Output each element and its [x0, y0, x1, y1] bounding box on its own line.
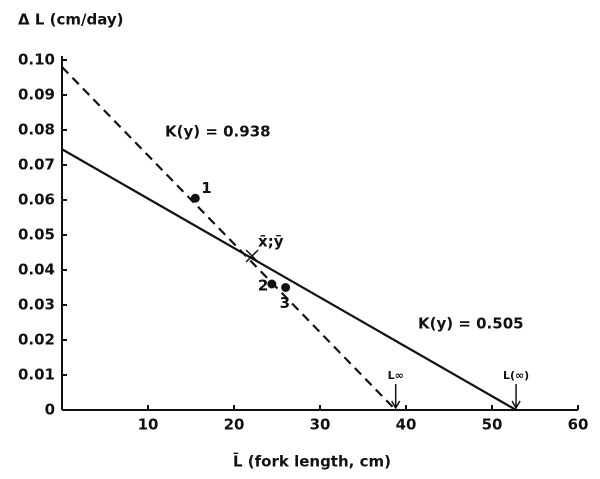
mean-label: x̄;ȳ: [258, 233, 284, 251]
point-label: 3: [280, 294, 290, 312]
intercept-label: L∞: [388, 369, 404, 382]
intercept-arrow: [391, 384, 401, 410]
y-tick-label: 0.05: [18, 226, 55, 244]
y-tick-label: 0: [45, 401, 55, 419]
x-tick-label: 50: [482, 416, 503, 434]
x-tick-label: 20: [224, 416, 245, 434]
line-label: K(y) = 0.938: [165, 123, 271, 141]
intercept-arrow: [511, 384, 521, 410]
point: [281, 283, 291, 292]
x-axis-title: L̄ (fork length, cm): [233, 451, 391, 471]
line: [61, 66, 397, 411]
line: [61, 148, 517, 411]
x-tick-label: 40: [396, 416, 417, 434]
y-tick-label: 0.09: [18, 86, 55, 104]
x-tick-label: 60: [568, 416, 589, 434]
point-label: 1: [201, 179, 211, 197]
y-axis-title: Δ L (cm/day): [18, 11, 124, 29]
point: [267, 279, 277, 289]
point-label: 2: [258, 277, 268, 295]
x-tick-label: 30: [310, 416, 331, 434]
point: [190, 193, 200, 203]
y-tick-label: 0.04: [18, 261, 55, 279]
y-tick-label: 0.03: [18, 296, 55, 314]
mean-cross: [245, 249, 259, 263]
y-tick-label: 0.02: [18, 331, 55, 349]
line-label: K(y) = 0.505: [418, 315, 524, 333]
intercept-label: L(∞): [503, 369, 529, 382]
x-tick-label: 10: [138, 416, 159, 434]
y-tick-label: 0.01: [18, 366, 55, 384]
y-tick-label: 0.08: [18, 121, 55, 139]
y-tick-label: 0.06: [18, 191, 55, 209]
y-tick-label: 0.07: [18, 156, 55, 174]
y-tick-label: 0.10: [18, 51, 55, 69]
